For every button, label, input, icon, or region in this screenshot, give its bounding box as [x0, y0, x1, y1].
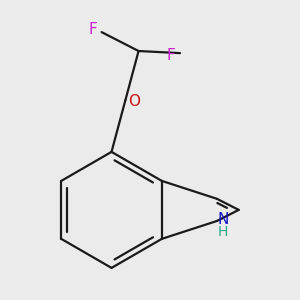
Text: F: F [88, 22, 97, 37]
Text: H: H [218, 225, 228, 239]
Text: O: O [128, 94, 140, 109]
Text: N: N [218, 212, 229, 227]
Text: F: F [167, 48, 176, 63]
